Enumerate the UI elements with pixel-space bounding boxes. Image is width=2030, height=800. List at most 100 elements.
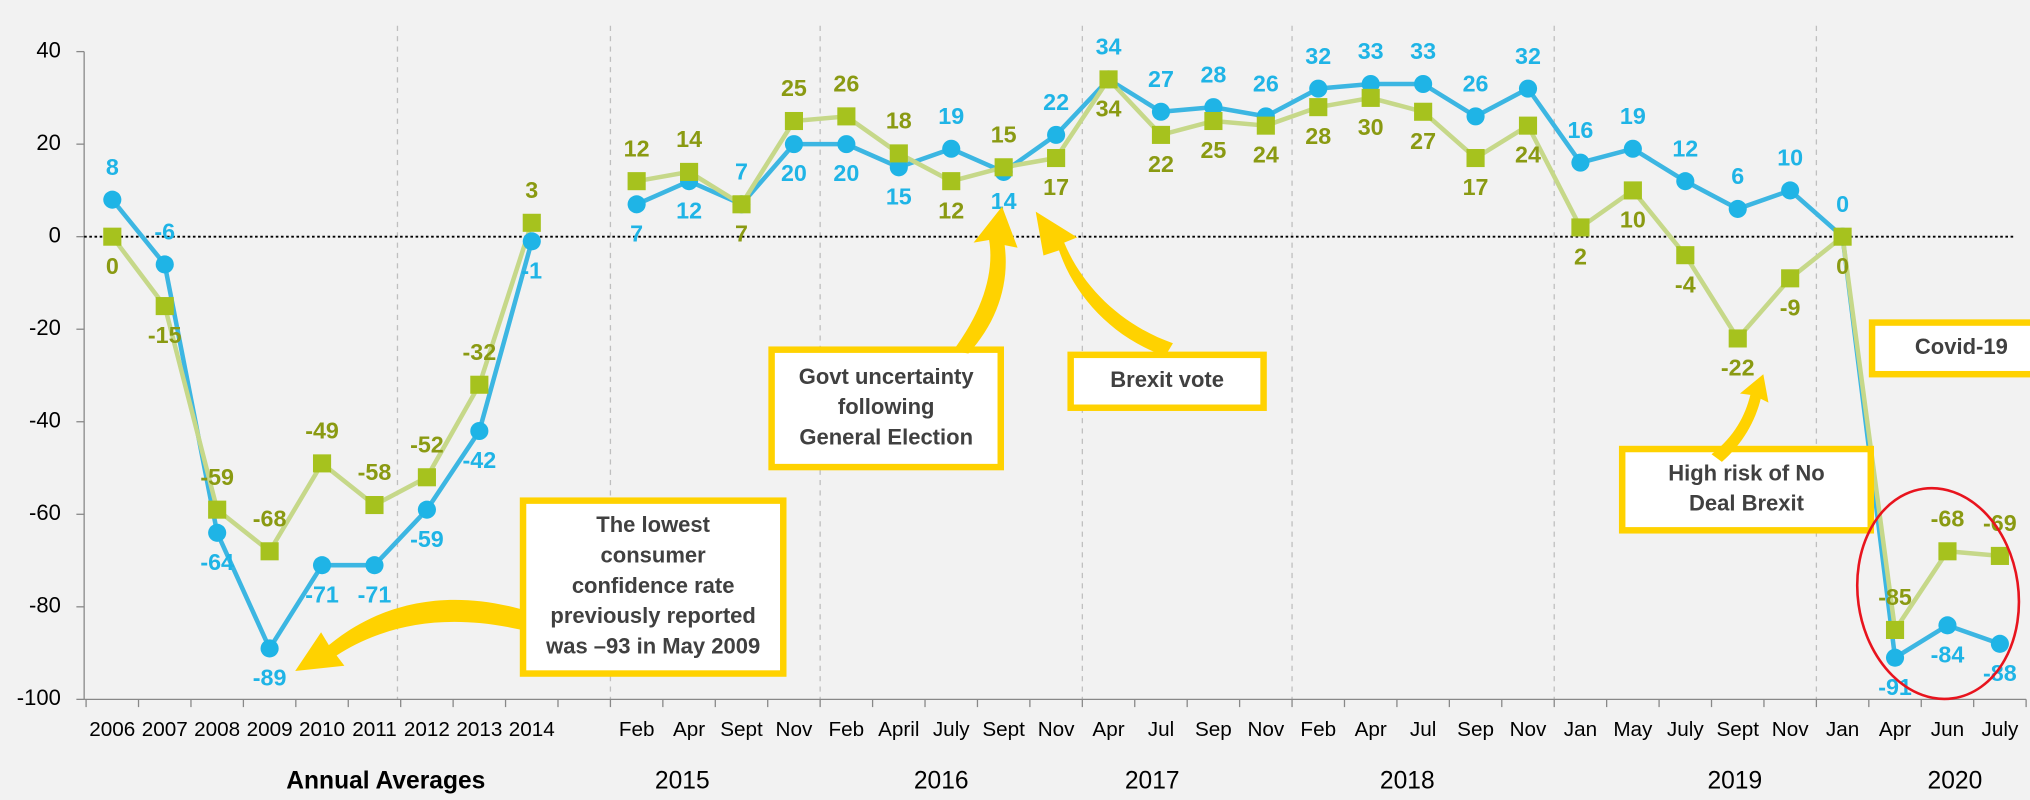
arrow	[1035, 211, 1173, 357]
annotation-box	[1618, 445, 1874, 534]
data-label: 24	[1253, 142, 1279, 168]
marker	[1361, 74, 1380, 94]
x-tick-label: 2010	[299, 718, 345, 741]
data-label: -71	[305, 581, 339, 607]
marker	[837, 107, 856, 126]
data-label: 6	[1731, 163, 1744, 189]
data-label: -1	[521, 257, 542, 283]
data-label: -59	[200, 464, 234, 490]
y-tick-label: -20	[29, 315, 61, 340]
data-label: -71	[358, 581, 392, 607]
marker	[680, 162, 699, 181]
annotation-text: Deal Brexit	[1689, 491, 1805, 516]
marker	[1309, 79, 1328, 98]
x-tick-label: 2008	[194, 718, 240, 741]
x-tick-label: 2006	[89, 718, 135, 741]
marker	[1466, 107, 1485, 126]
x-tick-label: July	[1982, 718, 2019, 741]
arrow	[295, 599, 521, 671]
x-tick-label: Sept	[1716, 718, 1759, 741]
data-label: 33	[1358, 38, 1384, 64]
x-tick-label: Nov	[776, 718, 813, 741]
marker	[1414, 102, 1433, 121]
data-label: 14	[991, 188, 1017, 214]
x-tick-label: April	[878, 718, 919, 741]
annotation-box	[519, 497, 787, 677]
marker	[1466, 148, 1485, 168]
marker	[1571, 218, 1590, 237]
x-tick-label: Jan	[1564, 718, 1597, 741]
data-label: 7	[630, 220, 643, 246]
marker	[103, 190, 122, 209]
marker	[1623, 139, 1642, 158]
data-label: 19	[938, 103, 964, 129]
annotation-box	[1868, 319, 2030, 378]
y-tick-label: 40	[36, 37, 60, 62]
x-tick-label: 2012	[404, 718, 450, 741]
marker	[260, 639, 279, 658]
y-tick-label: -80	[29, 593, 61, 618]
data-label: 7	[735, 220, 748, 246]
x-tick-label: Nov	[1247, 718, 1284, 741]
data-label: 17	[1043, 174, 1069, 200]
group-label: 2020	[1928, 767, 1983, 794]
data-label: 20	[781, 160, 807, 186]
data-label: 28	[1200, 61, 1226, 87]
data-label: -6	[154, 219, 175, 245]
data-label: 0	[106, 253, 119, 279]
annotation-text: Covid-19	[1915, 334, 2008, 359]
marker	[1990, 634, 2009, 653]
marker	[470, 421, 489, 441]
annotation-box	[1067, 351, 1267, 411]
marker	[522, 232, 541, 251]
group-label: Annual Averages	[286, 767, 485, 794]
data-label: 24	[1515, 142, 1541, 168]
data-label: -9	[1780, 294, 1801, 320]
marker	[1781, 269, 1800, 288]
data-label: 26	[833, 71, 859, 97]
marker	[417, 500, 436, 519]
data-label: 22	[1043, 89, 1069, 115]
annotation-text: High risk of No	[1668, 460, 1824, 485]
marker	[1204, 98, 1223, 117]
marker	[1885, 620, 1905, 639]
marker	[1676, 172, 1695, 191]
data-label: 8	[106, 154, 119, 180]
marker	[1781, 181, 1800, 200]
marker	[889, 158, 908, 177]
x-tick-label: July	[933, 718, 970, 741]
x-tick-label: Apr	[1879, 718, 1911, 741]
marker	[260, 542, 279, 561]
arrow	[952, 206, 1018, 354]
data-label: 10	[1620, 207, 1646, 233]
marker	[1728, 329, 1747, 348]
x-tick-label: Sept	[720, 718, 763, 741]
data-label: 12	[938, 197, 964, 223]
x-tick-label: Apr	[673, 718, 705, 741]
annotation-box	[768, 346, 1004, 471]
marker	[312, 556, 332, 575]
marker	[208, 523, 227, 542]
data-label: 25	[1200, 137, 1226, 163]
x-tick-label: 2007	[142, 718, 188, 741]
marker	[470, 375, 489, 394]
group-label: 2015	[655, 767, 710, 794]
x-tick-label: Sep	[1195, 718, 1232, 741]
marker	[155, 255, 174, 274]
marker	[942, 139, 961, 158]
data-label: -52	[410, 431, 444, 457]
marker	[417, 468, 436, 487]
x-tick-label: Feb	[619, 718, 655, 741]
data-label: 27	[1148, 66, 1174, 92]
data-label: 30	[1358, 114, 1384, 140]
annotation-text: Govt uncertainty	[799, 364, 975, 389]
data-label: -15	[148, 322, 182, 348]
data-label: 0	[1836, 191, 1849, 217]
annotation-text: was –93 in May 2009	[545, 634, 760, 659]
marker	[1571, 153, 1590, 172]
data-label: 34	[1096, 34, 1122, 60]
x-tick-label: Jan	[1826, 718, 1859, 741]
x-tick-label: Feb	[1300, 718, 1336, 741]
data-label: 16	[1567, 117, 1593, 143]
